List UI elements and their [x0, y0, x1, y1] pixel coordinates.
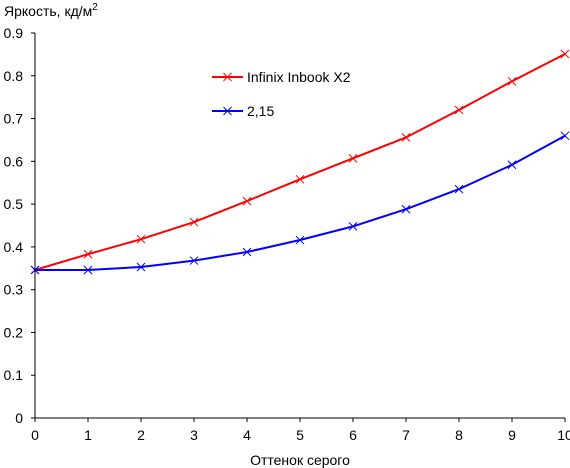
- x-tick-label: 1: [84, 427, 92, 443]
- legend-marker-b: [223, 72, 232, 82]
- series-2: [30, 131, 570, 275]
- data-point-marker-b: [401, 204, 411, 214]
- data-point: [348, 222, 358, 231]
- x-axis-ticks: 0 1 2 3 4 5 6 7 8 9 10: [31, 418, 570, 443]
- data-point: [242, 196, 252, 206]
- y-axis-label-text: Яркость, кд/м: [4, 3, 92, 19]
- y-axis-label: Яркость, кд/м2: [4, 2, 98, 19]
- data-point-marker-b: [189, 217, 199, 227]
- y-tick-label: 0.5: [4, 196, 24, 212]
- data-point: [507, 76, 517, 86]
- axes: [34, 33, 565, 419]
- series-line: [35, 134, 566, 271]
- x-tick-label: 10: [557, 427, 570, 443]
- data-point-marker-b: [136, 234, 146, 244]
- y-tick-label: 0.2: [4, 324, 24, 340]
- data-point: [507, 160, 517, 170]
- data-point-marker-b: [295, 235, 305, 245]
- data-point: [242, 247, 252, 257]
- legend-label: Infinix Inbook X2: [247, 69, 351, 85]
- data-point-marker-b: [136, 262, 146, 272]
- series-line: [34, 53, 566, 271]
- data-point: [401, 204, 411, 214]
- data-point-marker-b: [83, 249, 93, 259]
- data-point: [136, 234, 146, 244]
- y-axis-label-superscript: 2: [92, 2, 98, 13]
- data-point-marker-b: [454, 105, 464, 115]
- legend-label: 2,15: [247, 103, 274, 119]
- x-tick-label: 2: [137, 427, 145, 443]
- x-tick-label: 3: [190, 427, 198, 443]
- series-layer: [30, 49, 570, 275]
- y-tick-label: 0.1: [4, 367, 24, 383]
- x-tick-label: 7: [402, 427, 410, 443]
- data-point-marker-b: [348, 222, 358, 231]
- data-point: [401, 133, 411, 142]
- legend: Infinix Inbook X2 2,15: [212, 69, 351, 119]
- data-point-marker-b: [295, 174, 305, 184]
- data-point: [83, 265, 93, 275]
- x-tick-label: 6: [349, 427, 357, 443]
- data-point: [83, 249, 93, 259]
- x-tick-label: 4: [243, 427, 251, 443]
- x-axis-label: Оттенок серого: [250, 452, 350, 468]
- data-point: [189, 256, 199, 265]
- y-tick-label: 0.7: [4, 111, 24, 127]
- data-point-marker-b: [507, 76, 517, 86]
- x-tick-label: 8: [455, 427, 463, 443]
- data-point: [295, 174, 305, 184]
- data-point-marker-b: [242, 247, 252, 257]
- data-point: [295, 235, 305, 245]
- legend-marker-b: [223, 106, 232, 116]
- y-tick-label: 0.9: [4, 25, 24, 41]
- y-tick-label: 0.3: [4, 282, 24, 298]
- y-axis-ticks: 0 0.1 0.2 0.3 0.4 0.5 0.6 0.7 0.8 0.9: [4, 25, 35, 426]
- y-tick-label: 0.4: [4, 239, 24, 255]
- data-point-marker-b: [348, 153, 358, 163]
- data-point: [348, 153, 358, 163]
- y-tick-label: 0: [15, 410, 23, 426]
- data-point-marker-b: [454, 184, 464, 194]
- data-point-marker-b: [83, 265, 93, 275]
- legend-entry: 2,15: [212, 103, 274, 119]
- data-point: [454, 105, 464, 115]
- y-tick-label: 0.8: [4, 68, 24, 84]
- data-point-marker-b: [560, 131, 570, 141]
- x-tick-label: 0: [31, 427, 39, 443]
- data-point-marker-b: [242, 196, 252, 206]
- data-point-marker-b: [189, 256, 199, 265]
- data-point-marker-b: [560, 49, 570, 59]
- data-point: [560, 131, 570, 141]
- x-tick-label: 5: [296, 427, 304, 443]
- data-point-marker-b: [507, 160, 517, 170]
- data-point: [454, 184, 464, 194]
- y-tick-label: 0.6: [4, 153, 24, 169]
- data-point: [136, 262, 146, 272]
- data-point-marker-b: [401, 133, 411, 142]
- data-point: [189, 217, 199, 227]
- data-point: [560, 49, 570, 59]
- x-tick-label: 9: [508, 427, 516, 443]
- legend-entry: Infinix Inbook X2: [212, 69, 351, 85]
